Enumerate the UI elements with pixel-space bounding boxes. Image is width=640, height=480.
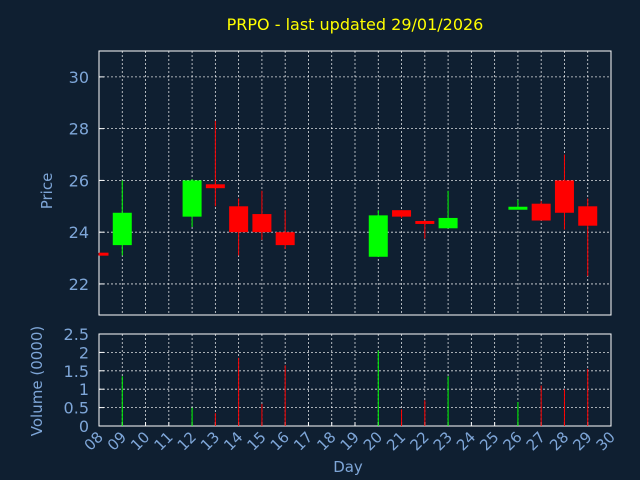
price-y-tick-label: 22 — [69, 275, 89, 294]
volume-bars — [121, 350, 589, 426]
candle-body — [112, 212, 132, 246]
candle-body — [275, 232, 295, 246]
candle-body — [205, 184, 225, 189]
candle-body — [578, 206, 598, 226]
candle-body — [531, 203, 551, 221]
volume-axis-label: Volume (0000) — [28, 326, 46, 436]
volume-y-tick-label: 0.5 — [64, 399, 89, 418]
price-axis-label: Price — [38, 173, 56, 210]
price-y-tick-label: 28 — [69, 120, 89, 139]
volume-y-tick-label: 1.5 — [64, 362, 89, 381]
candle-body — [99, 252, 109, 256]
candle-body — [182, 180, 202, 217]
x-tick-label: 30 — [593, 428, 619, 454]
price-y-tick-label: 24 — [69, 223, 89, 242]
candle-body — [229, 206, 249, 233]
volume-y-ticks: 00.511.522.5 — [64, 325, 104, 436]
price-y-tick-label: 30 — [69, 68, 89, 87]
candle-body — [508, 206, 528, 210]
volume-y-tick-label: 2 — [79, 343, 89, 362]
chart-title: PRPO - last updated 29/01/2026 — [227, 15, 484, 34]
volume-y-tick-label: 2.5 — [64, 325, 89, 344]
x-ticks: 0809101112131415161718192021222324252627… — [81, 422, 619, 454]
x-axis-label: Day — [333, 458, 363, 476]
volume-y-tick-label: 1 — [79, 380, 89, 399]
candle-body — [252, 214, 272, 233]
price-y-ticks: 22 24 26 28 30 — [69, 68, 104, 294]
candle-body — [415, 220, 435, 224]
candle-body — [438, 217, 458, 229]
volume-y-tick-label: 0 — [79, 417, 89, 436]
price-grid — [99, 51, 611, 315]
candle-body — [392, 210, 412, 217]
candle-body — [554, 180, 574, 213]
price-y-tick-label: 26 — [69, 171, 89, 190]
candles — [98, 120, 598, 277]
candle-body — [368, 215, 388, 257]
